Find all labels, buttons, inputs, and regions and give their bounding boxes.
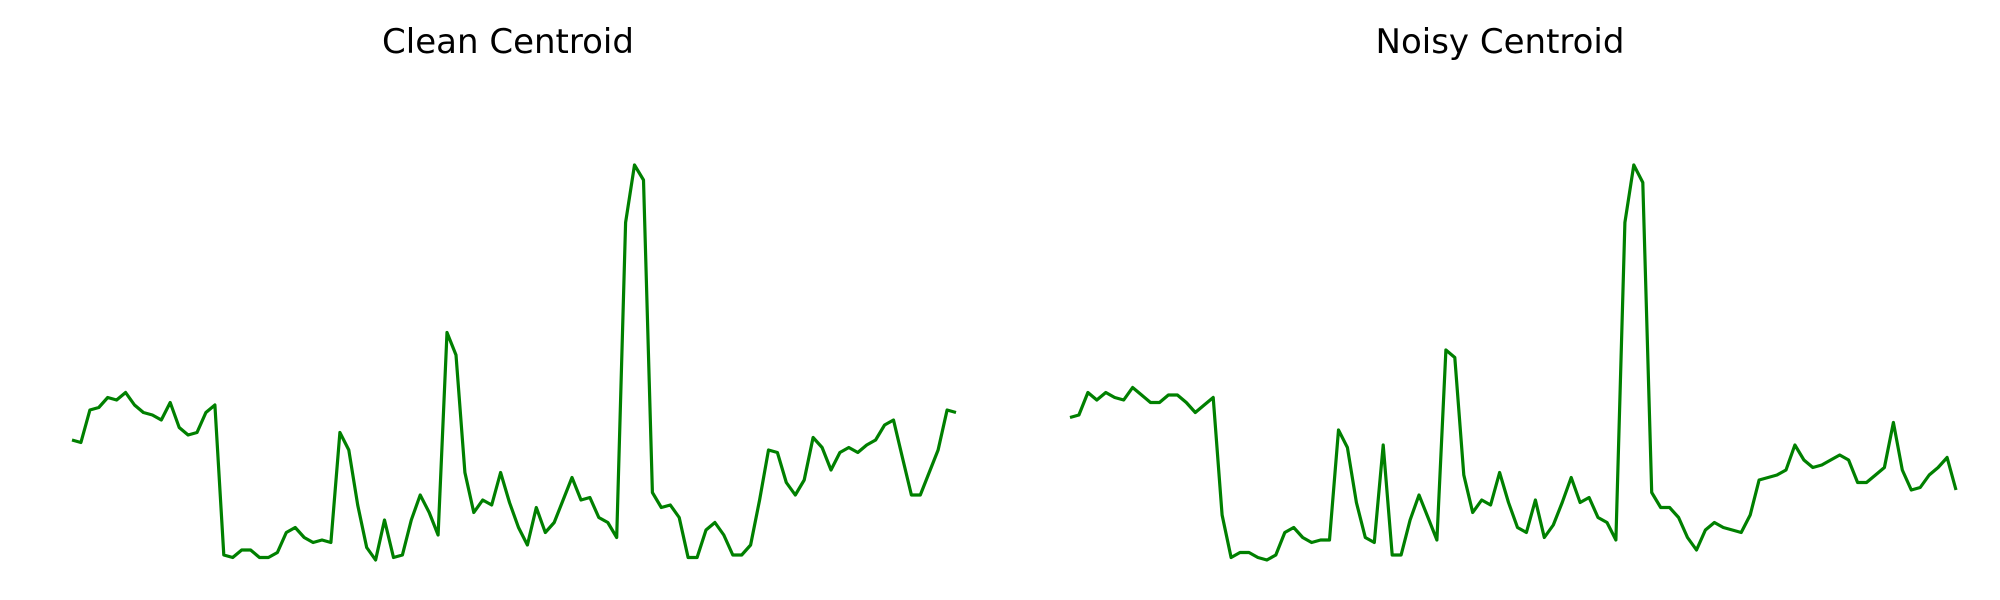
chart-panel-noisy: Noisy Centroid	[1000, 0, 2000, 600]
chart-title: Noisy Centroid	[1375, 22, 1625, 62]
series-line	[1069, 163, 1958, 562]
plot-area-clean	[71, 163, 957, 562]
plot-area-noisy	[1069, 163, 1958, 562]
chart-panel-clean: Clean Centroid	[71, 22, 957, 562]
series-line	[71, 163, 957, 562]
chart-title: Clean Centroid	[382, 22, 634, 62]
